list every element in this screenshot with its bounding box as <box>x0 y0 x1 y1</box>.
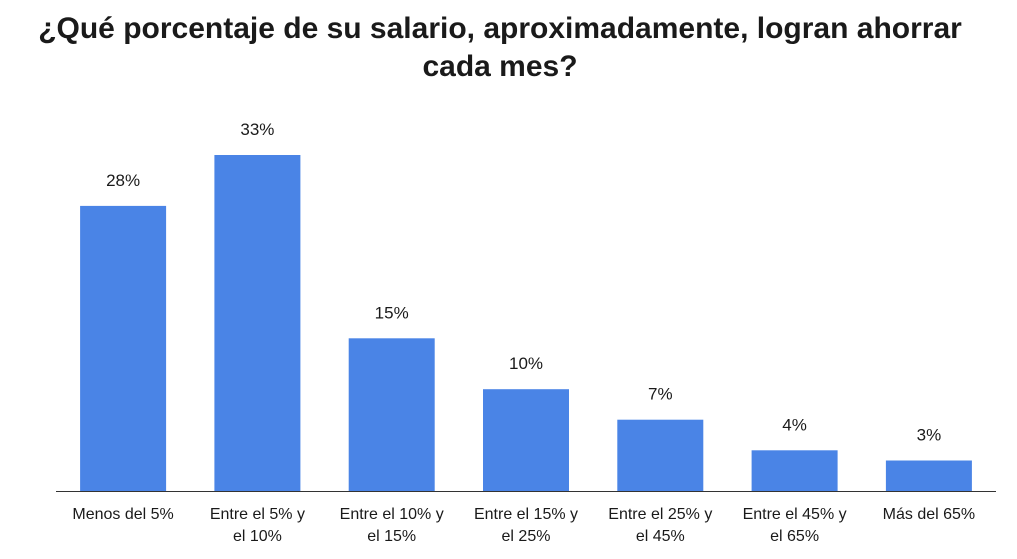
x-tick-label-line: el 15% <box>367 528 416 545</box>
bar-3 <box>348 338 435 491</box>
x-tick-label-line: el 10% <box>233 528 282 545</box>
chart-title: ¿Qué porcentaje de su salario, aproximad… <box>38 12 962 83</box>
x-tick-labels: Menos del 5% Entre el 5% y el 10%Entre el … <box>72 506 975 545</box>
x-tick-label-line: Entre el 5% y <box>210 506 305 523</box>
x-tick-label-5: Entre el 25% y el 45% <box>608 506 712 545</box>
x-tick-label-7: Más del 65% <box>883 506 976 523</box>
x-tick-label-line: Menos del 5% <box>72 506 173 523</box>
value-labels-layer: 28% 33% 15% 10% 7% 4% 3% <box>106 120 941 445</box>
x-tick-label-line: Entre el 45% y <box>743 506 847 523</box>
x-tick-label-line: el 65% <box>770 528 819 545</box>
bar-7 <box>885 460 972 491</box>
x-tick-label-line: el 25% <box>502 528 551 545</box>
bar-4 <box>483 389 569 491</box>
x-tick-label-4: Entre el 15% y el 25% <box>474 506 578 545</box>
data-label-4: 10% <box>509 354 543 373</box>
x-tick-label-1: Menos del 5% <box>72 506 173 523</box>
bar-6 <box>751 450 838 491</box>
x-tick-label-6: Entre el 45% y el 65% <box>743 506 847 545</box>
data-label-6: 4% <box>782 415 807 434</box>
data-label-5: 7% <box>648 385 673 404</box>
data-label-3: 15% <box>375 303 409 322</box>
x-tick-label-line: Más del 65% <box>883 506 976 523</box>
bars-layer <box>80 155 972 491</box>
data-label-7: 3% <box>917 426 942 445</box>
x-tick-label-2: Entre el 5% y el 10% <box>210 506 305 545</box>
x-tick-label-line: Entre el 15% y <box>474 506 578 523</box>
bar-2 <box>214 155 301 491</box>
bar-1 <box>80 205 167 491</box>
data-label-1: 28% <box>106 171 140 190</box>
x-tick-label-line: Entre el 25% y <box>608 506 712 523</box>
x-tick-label-line: el 45% <box>636 528 685 545</box>
x-tick-label-line: Entre el 10% y <box>340 506 444 523</box>
x-tick-label-3: Entre el 10% y el 15% <box>340 506 444 545</box>
bar-5 <box>617 419 704 491</box>
data-label-2: 33% <box>240 120 274 139</box>
